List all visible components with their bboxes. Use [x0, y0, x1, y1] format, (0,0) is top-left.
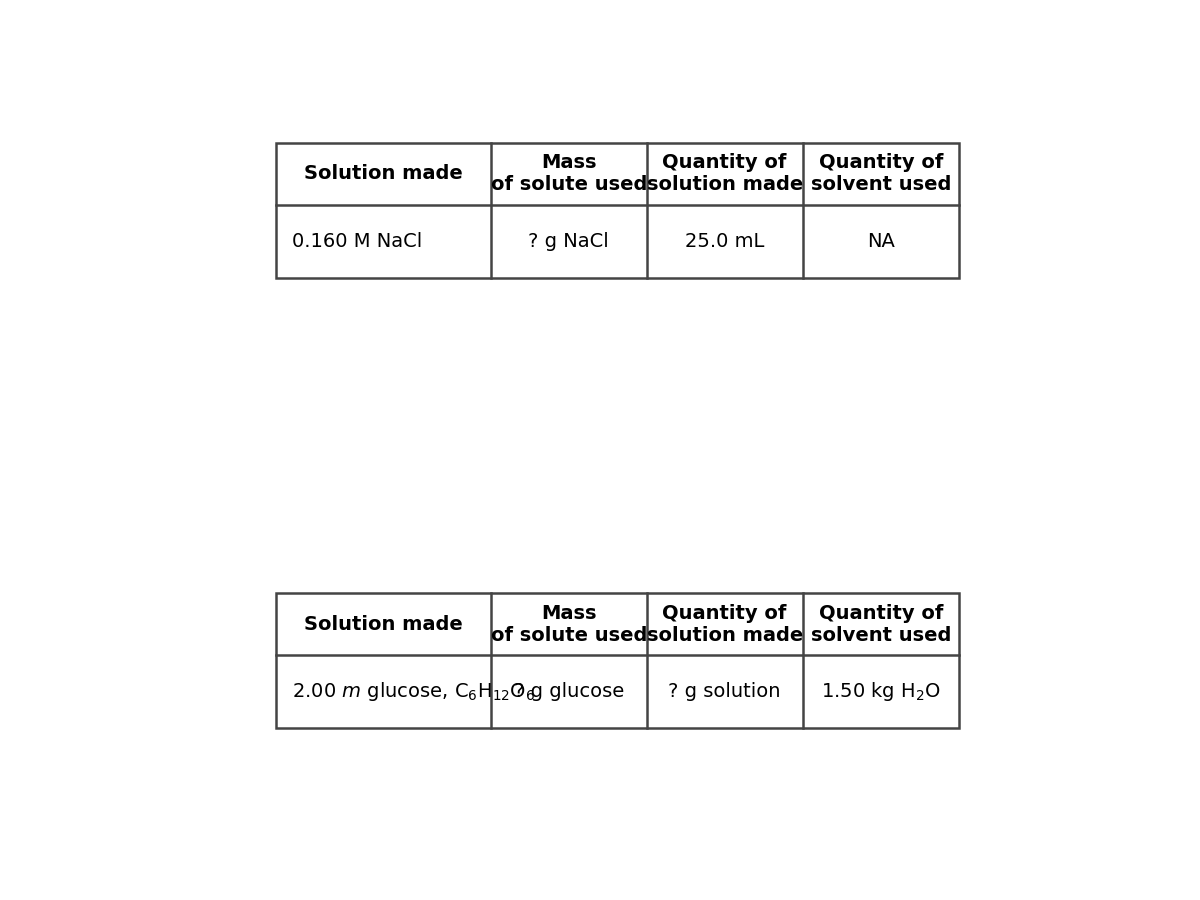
Bar: [276, 593, 959, 728]
Text: Quantity of
solution made: Quantity of solution made: [647, 604, 803, 644]
Text: Solution made: Solution made: [304, 164, 462, 184]
Text: Mass
of solute used: Mass of solute used: [491, 153, 647, 194]
Text: NA: NA: [866, 232, 895, 251]
Text: Quantity of
solvent used: Quantity of solvent used: [811, 604, 952, 644]
Text: Solution made: Solution made: [304, 615, 462, 634]
Text: ? g NaCl: ? g NaCl: [528, 232, 610, 251]
Text: 2.00 $\mathit{m}$ glucose, C$_6$H$_{12}$O$_6$: 2.00 $\mathit{m}$ glucose, C$_6$H$_{12}$…: [293, 680, 535, 703]
Text: Quantity of
solvent used: Quantity of solvent used: [811, 153, 952, 194]
Text: ? g solution: ? g solution: [668, 682, 781, 701]
Bar: [276, 142, 959, 278]
Text: Mass
of solute used: Mass of solute used: [491, 604, 647, 644]
Text: 25.0 mL: 25.0 mL: [685, 232, 764, 251]
Text: 0.160 M NaCl: 0.160 M NaCl: [293, 232, 422, 251]
Text: Quantity of
solution made: Quantity of solution made: [647, 153, 803, 194]
Text: 1.50 kg H$_2$O: 1.50 kg H$_2$O: [821, 680, 941, 703]
Text: ? g glucose: ? g glucose: [514, 682, 624, 701]
